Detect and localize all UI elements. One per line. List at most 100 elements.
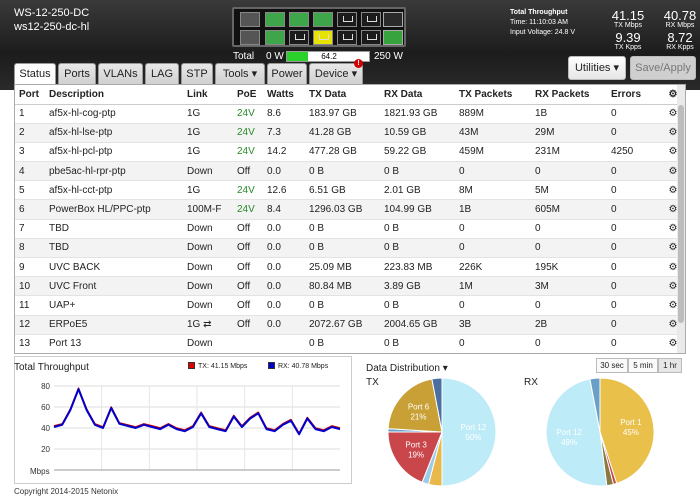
col-link-header[interactable]: Link	[183, 85, 233, 105]
tab-status[interactable]: Status	[14, 63, 56, 86]
port-7-indicator[interactable]	[313, 12, 333, 27]
port-4-indicator[interactable]	[265, 30, 285, 45]
cell-port: 6	[15, 199, 45, 220]
range-1hr-button[interactable]: 1 hr	[658, 358, 682, 373]
port-1-indicator[interactable]	[240, 12, 260, 27]
port-9-indicator[interactable]	[337, 12, 357, 27]
cell-txpackets: 0	[455, 161, 531, 182]
rx-pie-slice-port-12	[545, 378, 608, 487]
col-errors-header[interactable]: Errors	[607, 85, 657, 105]
range-5min-button[interactable]: 5 min	[628, 358, 658, 373]
power-usage-fill	[287, 52, 309, 61]
tx-legend-swatch	[188, 362, 195, 369]
port-12-indicator[interactable]	[361, 30, 381, 45]
port-3-indicator[interactable]	[265, 12, 285, 27]
table-row[interactable]: 12 ERPoE5 1G ⇄ Off 0.0 2072.67 GB 2004.65 GB 3B…	[15, 315, 685, 335]
col-txdata-header[interactable]: TX Data	[305, 85, 380, 105]
table-row[interactable]: 2 af5x-hl-lse-ptp 1G 24V 7.3 41.28 GB 10.59 GB…	[15, 123, 685, 143]
port-6-indicator[interactable]	[289, 30, 309, 45]
utilities-button[interactable]: Utilities ▾	[568, 56, 626, 80]
rx-pie-slice-port-1	[599, 377, 655, 484]
data-distribution-dropdown[interactable]: Data Distribution ▾	[366, 363, 448, 374]
port-8-indicator[interactable]	[313, 30, 333, 45]
cell-poe: 24V	[233, 104, 263, 124]
cell-link: 1G	[183, 180, 233, 201]
device-name: WS-12-250-DC	[14, 7, 90, 19]
cell-txpackets: 3B	[455, 315, 531, 335]
cell-txdata: 1296.03 GB	[305, 199, 380, 220]
cell-rxdata: 0 B	[380, 238, 455, 259]
table-row[interactable]: 9 UVC BACK Down Off 0.0 25.09 MB 223.83 MB 226K…	[15, 257, 685, 278]
cell-watts: 0.0	[263, 315, 305, 335]
y-axis-label: Mbps	[30, 467, 50, 476]
tx-pie-slice-port-6	[387, 378, 443, 433]
cell-port: 7	[15, 219, 45, 239]
cell-description: TBD	[45, 219, 183, 239]
tab-lag[interactable]: LAG	[145, 63, 179, 85]
tab-stp[interactable]: STP	[181, 63, 213, 85]
sfp-port-13-indicator[interactable]	[383, 12, 403, 27]
port-5-indicator[interactable]	[289, 12, 309, 27]
tab-power[interactable]: Power	[267, 63, 307, 85]
cell-rxpackets: 195K	[531, 257, 607, 278]
table-scrollbar-thumb[interactable]	[678, 105, 684, 323]
cell-errors: 0	[607, 315, 657, 335]
col-rxdata-header[interactable]: RX Data	[380, 85, 455, 105]
cell-errors: 4250	[607, 142, 657, 163]
cell-rxdata: 0 B	[380, 334, 455, 353]
col-description-header[interactable]: Description	[45, 85, 183, 105]
table-scrollbar[interactable]	[677, 85, 685, 353]
tab-vlans[interactable]: VLANs	[98, 63, 143, 85]
cell-link: Down	[183, 276, 233, 297]
tab-ports[interactable]: Ports	[58, 63, 96, 85]
range-30sec-button[interactable]: 30 sec	[596, 358, 628, 373]
rx-kpps-value: 8.72	[667, 30, 693, 45]
tx-pie-slice-label-line: 50%	[465, 433, 481, 442]
rx-pie-slice-label-port-1: Port 1 45%	[620, 418, 642, 437]
cell-txpackets: 1B	[455, 199, 531, 220]
port-10-indicator[interactable]	[337, 30, 357, 45]
tab-device[interactable]: Device ▾	[309, 63, 363, 85]
table-row[interactable]: 3 af5x-hl-pcl-ptp 1G 24V 14.2 477.28 GB 59.22 …	[15, 142, 685, 163]
port-2-indicator[interactable]	[240, 30, 260, 45]
save-apply-button[interactable]: Save/Apply	[630, 56, 696, 80]
cell-port: 11	[15, 295, 45, 316]
device-hostname: ws12-250-dc-hl	[14, 21, 90, 33]
col-poe-header[interactable]: PoE	[233, 85, 263, 105]
y-tick-label-80: 80	[41, 382, 50, 391]
copyright-text: Copyright 2014-2015 Netonix	[14, 487, 119, 496]
cell-description: TBD	[45, 238, 183, 259]
table-row[interactable]: 1 af5x-hl-cog-ptp 1G 24V 8.6 183.97 GB 1821.93…	[15, 104, 685, 124]
sfp-port-14-indicator[interactable]	[383, 30, 403, 45]
tab-tools[interactable]: Tools ▾	[215, 63, 265, 85]
cell-txpackets: 0	[455, 219, 531, 239]
table-row[interactable]: 6 PowerBox HL/PPC-ptp 100M-F 24V 8.4 1296.03 …	[15, 199, 685, 220]
cell-rxpackets: 1B	[531, 104, 607, 124]
table-row[interactable]: 5 af5x-hl-cct-ptp 1G 24V 12.6 6.51 GB 2.01 GB 8…	[15, 180, 685, 201]
cell-description: PowerBox HL/PPC-ptp	[45, 199, 183, 220]
col-port-header[interactable]: Port	[15, 85, 45, 105]
cell-poe: Off	[233, 238, 263, 259]
rx-pie-slice-other	[589, 377, 601, 433]
table-row[interactable]: 10 UVC Front Down Off 0.0 80.84 MB 3.89 GB 1M 3M…	[15, 276, 685, 297]
col-watts-header[interactable]: Watts	[263, 85, 305, 105]
cell-port: 9	[15, 257, 45, 278]
cell-port: 4	[15, 161, 45, 182]
switch-port-panel[interactable]	[232, 7, 406, 47]
y-tick-label-40: 40	[41, 424, 50, 433]
cell-watts: 14.2	[263, 142, 305, 163]
col-txpackets-header[interactable]: TX Packets	[455, 85, 531, 105]
cell-description: pbe5ac-hl-rpr-ptp	[45, 161, 183, 182]
col-rxpackets-header[interactable]: RX Packets	[531, 85, 607, 105]
cell-rxpackets: 605M	[531, 199, 607, 220]
cell-rxpackets: 231M	[531, 142, 607, 163]
port-11-indicator[interactable]	[361, 12, 381, 27]
cell-txdata: 80.84 MB	[305, 276, 380, 297]
cell-rxdata: 1821.93 GB	[380, 104, 455, 124]
cell-link: 1G ⇄	[183, 315, 233, 335]
